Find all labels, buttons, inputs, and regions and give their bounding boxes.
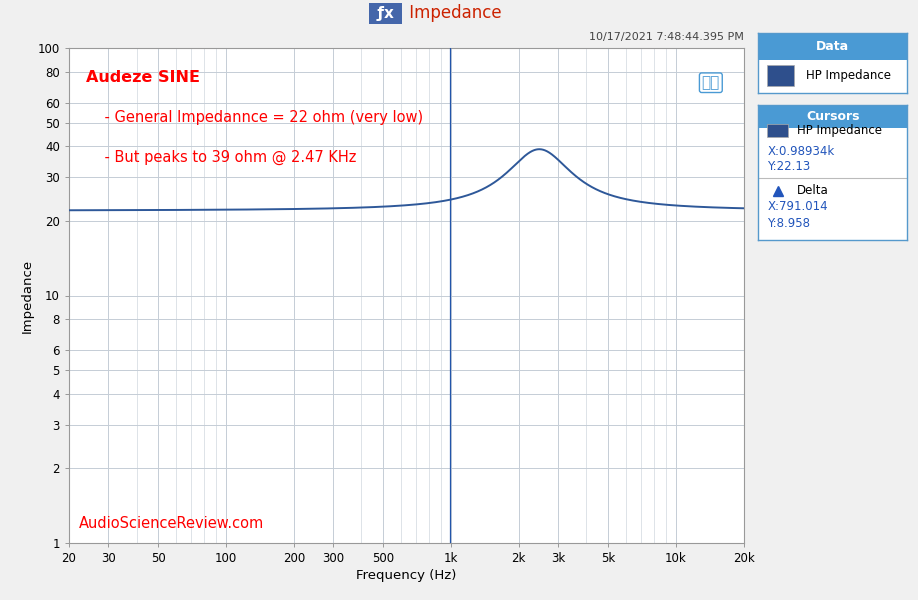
Text: 10/17/2021 7:48:44.395 PM: 10/17/2021 7:48:44.395 PM xyxy=(589,32,744,42)
Bar xyxy=(767,124,788,137)
Text: - But peaks to 39 ohm @ 2.47 KHz: - But peaks to 39 ohm @ 2.47 KHz xyxy=(85,149,356,164)
Text: AudioScienceReview.com: AudioScienceReview.com xyxy=(79,515,264,530)
Text: Delta: Delta xyxy=(797,184,829,197)
Bar xyxy=(767,65,794,86)
Text: X:0.98934k: X:0.98934k xyxy=(767,145,834,158)
Text: Impedance: Impedance xyxy=(404,4,501,22)
Text: HP Impedance: HP Impedance xyxy=(806,68,890,82)
Text: Ⓐⓟ: Ⓐⓟ xyxy=(701,75,720,90)
Text: - General Impedannce = 22 ohm (very low): - General Impedannce = 22 ohm (very low) xyxy=(85,110,423,125)
Bar xyxy=(758,33,907,60)
X-axis label: Frequency (Hz): Frequency (Hz) xyxy=(356,569,456,582)
Text: ƒx: ƒx xyxy=(372,6,399,20)
Text: Data: Data xyxy=(816,40,849,53)
Text: Y:22.13: Y:22.13 xyxy=(767,160,811,173)
Text: X:791.014: X:791.014 xyxy=(767,200,828,214)
Y-axis label: Impedance: Impedance xyxy=(20,259,33,332)
Text: Cursors: Cursors xyxy=(806,110,859,123)
Text: Audeze SINE: Audeze SINE xyxy=(85,70,200,85)
Text: HP Impedance: HP Impedance xyxy=(797,124,882,137)
Text: Y:8.958: Y:8.958 xyxy=(767,217,811,230)
Bar xyxy=(758,105,907,128)
